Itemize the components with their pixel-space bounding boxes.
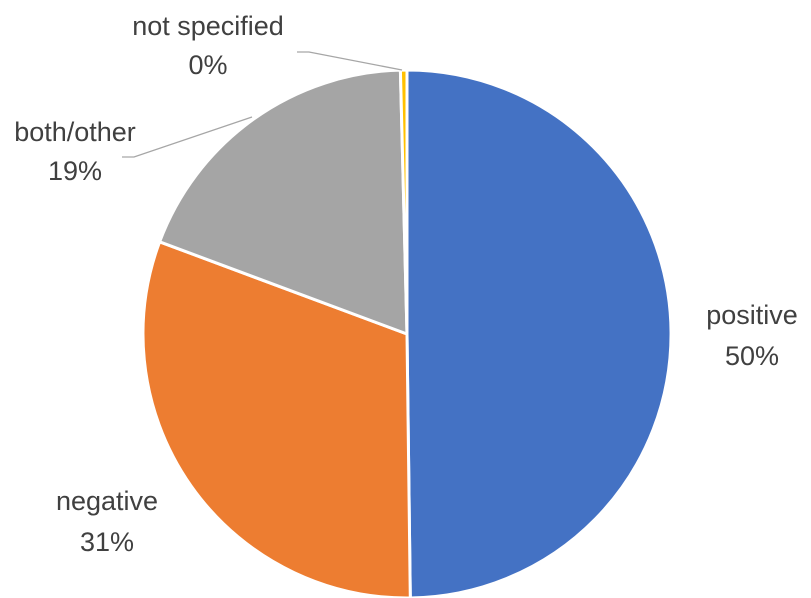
leader-lines [122, 51, 403, 158]
slice-label-negative: negative [56, 486, 158, 516]
pie-slice-negative [141, 240, 412, 598]
slice-label-both-other: both/other [14, 117, 136, 147]
slice-percent-not-specified: 0% [188, 50, 227, 80]
slice-label-not-specified: not specified [132, 11, 284, 41]
leader-line-both-other [122, 116, 253, 158]
pie-slice-positive [405, 68, 673, 598]
pie-slice-both-other [158, 68, 409, 336]
slice-percent-negative: 31% [80, 527, 134, 557]
slice-labels: positive 50% negative 31% both/other 19% not s… [14, 11, 798, 557]
leader-line-not-specified [297, 51, 403, 71]
slice-percent-both-other: 19% [48, 156, 102, 186]
slice-percent-positive: 50% [725, 341, 779, 371]
slice-label-positive: positive [706, 300, 798, 330]
pie-slices [141, 68, 673, 598]
